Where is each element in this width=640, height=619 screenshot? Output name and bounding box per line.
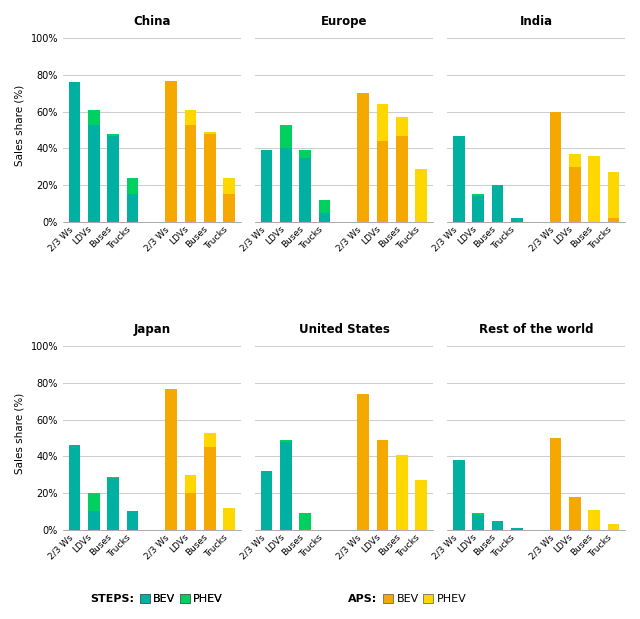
Bar [453,136,465,222]
Bar [511,528,522,530]
Bar [550,438,561,530]
Bar [185,475,196,493]
Bar [68,446,80,530]
Bar [127,511,138,530]
Bar [550,111,561,222]
Bar [108,136,119,222]
Bar [607,172,619,218]
Title: India: India [520,15,552,28]
Bar [223,178,235,194]
Bar [261,150,273,222]
Bar [569,497,580,530]
Title: China: China [133,15,171,28]
Bar [127,178,138,194]
Bar [108,478,119,530]
Y-axis label: Sales share (%): Sales share (%) [15,85,25,166]
Bar [415,480,427,530]
Bar [185,124,196,222]
Bar [300,150,311,157]
Bar [280,440,292,442]
Title: Rest of the world: Rest of the world [479,323,593,336]
Bar [185,110,196,124]
Title: Europe: Europe [321,15,367,28]
Bar [377,141,388,222]
Bar [165,80,177,222]
Title: United States: United States [298,323,389,336]
Bar [88,124,100,222]
Bar [492,185,503,222]
Bar [396,454,408,530]
Bar [588,156,600,222]
Bar [204,448,216,530]
Bar [472,194,484,196]
Bar [108,477,119,478]
Bar [511,218,522,222]
Bar [127,194,138,222]
Bar [280,124,292,149]
Bar [300,513,311,530]
Bar [319,200,330,212]
Bar [280,442,292,530]
Text: STEPS:: STEPS: [90,594,134,604]
Bar [472,196,484,222]
Bar [396,117,408,136]
Bar [165,389,177,530]
Bar [223,194,235,222]
Bar [88,110,100,124]
Bar [358,394,369,530]
Bar [204,433,216,448]
Bar [185,493,196,530]
Bar [472,513,484,515]
Title: Japan: Japan [133,323,170,336]
Bar [377,440,388,530]
Bar [300,157,311,222]
Bar [358,93,369,222]
Bar [453,460,465,530]
Bar [607,218,619,222]
Bar [396,136,408,222]
Bar [261,471,273,530]
Text: APS:: APS: [348,594,378,604]
Bar [280,149,292,222]
Bar [377,105,388,141]
Bar [492,521,503,530]
Legend: BEV, PHEV: BEV, PHEV [383,594,467,604]
Bar [68,82,80,222]
Bar [607,524,619,530]
Legend: BEV, PHEV: BEV, PHEV [140,594,223,604]
Y-axis label: Sales share (%): Sales share (%) [15,393,25,474]
Bar [204,134,216,222]
Bar [88,493,100,511]
Bar [223,508,235,530]
Bar [588,509,600,530]
Bar [108,134,119,136]
Bar [204,132,216,134]
Bar [319,212,330,222]
Bar [88,511,100,530]
Bar [569,167,580,222]
Bar [569,154,580,167]
Bar [472,515,484,530]
Bar [415,168,427,222]
